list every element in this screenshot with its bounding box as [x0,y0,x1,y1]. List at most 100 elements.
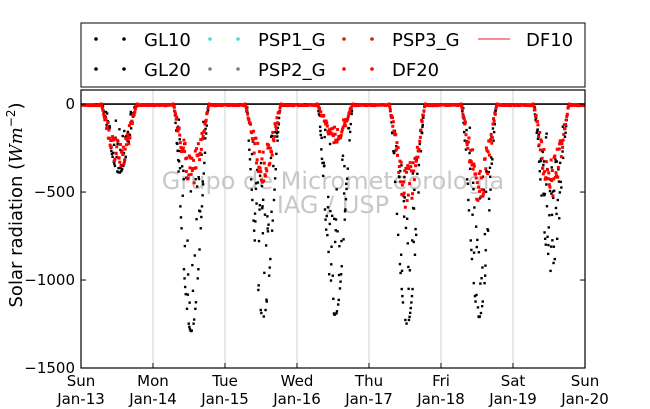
data-point-global [200,215,203,219]
data-point-diffuse [418,135,422,139]
data-point-global [537,133,541,136]
data-point-global [476,238,479,242]
data-point-global [343,210,347,213]
data-point-diffuse [181,146,185,150]
data-point-diffuse [460,107,464,111]
data-point-global [264,308,267,312]
data-point-global [261,205,264,208]
x-tick-label-date: Jan-14 [128,390,177,408]
data-point-global [407,265,410,269]
data-point-global [201,183,205,186]
data-point-global [270,134,274,138]
data-point-diffuse [478,169,482,173]
data-point-diffuse [262,179,266,183]
data-point-diffuse [465,143,469,147]
data-point-global [323,208,327,211]
data-point-global [335,310,339,313]
data-point-diffuse [127,142,131,146]
data-point-global [547,226,550,229]
data-point-diffuse [407,167,411,171]
data-point-diffuse [114,137,118,141]
data-point-global [127,140,130,143]
legend-dot-marker [342,37,346,41]
vertical-gridlines [152,90,514,368]
data-point-global [549,245,553,248]
data-point-global [476,306,480,309]
data-point-diffuse [123,158,127,162]
data-point-global [550,192,553,195]
data-point-global [538,170,541,173]
data-point-global [320,157,324,161]
data-point-global [263,213,267,216]
data-point-global [556,198,559,202]
data-point-global [200,205,204,208]
data-point-global [104,110,108,114]
data-point-global [479,282,482,285]
x-tick-label-day: Thu [354,372,383,390]
data-point-diffuse [466,146,470,150]
data-point-diffuse [535,119,539,123]
data-point-diffuse [414,164,418,168]
data-point-global [344,198,348,201]
data-point-global [201,194,204,197]
data-point-diffuse [319,110,323,114]
y-tick-label: −1500 [24,359,75,377]
data-point-global [323,164,326,167]
data-point-diffuse [494,106,498,110]
data-point-diffuse [462,117,466,121]
data-point-diffuse [198,158,202,162]
data-point-global [248,158,252,161]
data-point-global [543,192,547,196]
data-point-diffuse [222,103,226,107]
data-point-diffuse [116,139,120,143]
data-point-diffuse [328,129,332,133]
watermark-line-1: Grupo de Micrometeorologia [162,167,504,195]
data-point-diffuse [192,181,196,185]
data-point-diffuse [395,141,399,145]
data-point-diffuse [533,108,537,112]
data-point-global [545,205,549,208]
data-point-diffuse [562,132,566,136]
data-point-diffuse [256,169,260,173]
data-point-global [126,130,130,134]
data-point-diffuse [340,130,344,134]
data-point-diffuse [488,139,492,143]
data-point-global [334,229,337,232]
data-point-diffuse [472,162,476,166]
y-axis-label-unit: Wm [6,127,27,163]
data-point-diffuse [265,169,269,173]
x-tick-label-day: Sat [501,372,526,390]
data-point-diffuse [420,120,424,124]
x-tick-label-day: Sun [67,372,96,390]
data-point-global [266,230,270,233]
data-point-global [473,206,476,209]
data-point-global [123,160,126,163]
data-point-diffuse [406,164,410,168]
data-point-global [536,128,539,131]
legend-dot-marker [208,37,212,41]
data-point-diffuse [469,160,473,164]
x-tick-label-date: Jan-18 [416,390,465,408]
legend-label: DF20 [392,60,439,81]
data-point-diffuse [100,106,104,110]
data-point-diffuse [564,118,568,122]
data-point-global [468,126,472,130]
data-point-global [183,244,187,248]
data-point-global [185,307,189,311]
data-point-diffuse [133,110,137,114]
data-point-global [119,148,122,152]
data-point-diffuse [250,131,254,135]
data-point-global [333,240,337,244]
data-point-diffuse [112,138,116,142]
data-point-diffuse [187,173,191,177]
x-axis-ticks: SunJan-13MonJan-14TueJan-15WedJan-16ThuJ… [56,363,609,408]
data-point-diffuse [467,136,471,140]
data-point-global [186,239,189,242]
data-point-global [324,128,327,132]
data-point-diffuse [349,106,353,110]
data-point-diffuse [547,171,551,175]
data-point-global [471,181,475,184]
data-point-global [254,187,258,191]
data-point-global [414,227,417,231]
